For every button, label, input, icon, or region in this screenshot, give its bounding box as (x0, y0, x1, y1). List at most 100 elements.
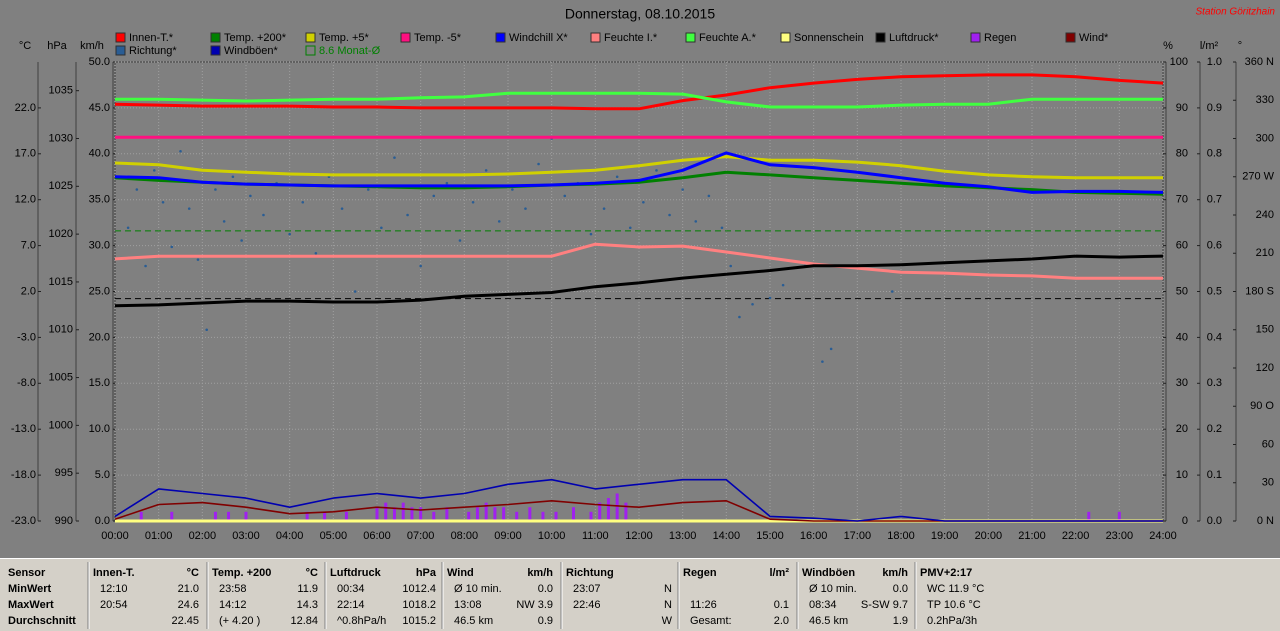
rain-bar (139, 511, 143, 521)
panel-unit: °C (187, 567, 199, 579)
row-label: Durchschnitt (8, 615, 76, 627)
direction-point (497, 220, 501, 223)
legend-swatch (780, 32, 791, 43)
cell-right: W (662, 615, 673, 627)
direction-point (170, 245, 174, 249)
legend-label: Temp. -5* (414, 32, 462, 44)
cell-left: 00:34 (337, 583, 365, 595)
y-tick-label: 40.0 (89, 148, 110, 160)
cell-right: 22.45 (171, 615, 199, 627)
x-tick-label: 22:00 (1062, 530, 1090, 542)
direction-point (144, 264, 147, 268)
x-tick-label: 16:00 (800, 530, 828, 542)
y-tick-label: 180 S (1245, 285, 1274, 297)
cell-left: ^0.8hPa/h (337, 615, 386, 627)
direction-point (589, 232, 593, 236)
y-tick-label: -13.0 (11, 423, 36, 435)
x-tick-label: 08:00 (451, 530, 479, 542)
cell-right: 12.84 (290, 615, 318, 627)
direction-point (393, 156, 396, 159)
panel-title: Innen-T. (93, 567, 135, 579)
y-tick-label: 10.0 (89, 423, 110, 435)
direction-point (301, 200, 305, 204)
cell-left: Ø 10 min. (809, 583, 857, 595)
x-tick-label: 19:00 (931, 530, 959, 542)
direction-point (445, 181, 449, 185)
y-tick-label: 30.0 (89, 240, 110, 252)
y-tick-label: 995 (55, 467, 73, 479)
direction-point (694, 220, 698, 223)
cell-right: 0.0 (893, 583, 908, 595)
direction-point (187, 207, 191, 210)
legend-label: Luftdruck* (889, 32, 939, 44)
y-tick-label: 0.3 (1207, 377, 1222, 389)
panel-unit: km/h (527, 567, 553, 579)
y-tick-label: -18.0 (11, 469, 36, 481)
panel-title: Temp. +200 (212, 567, 271, 579)
cell-left: 13:08 (454, 599, 482, 611)
cell-right: 0.0 (538, 583, 553, 595)
direction-point (288, 232, 291, 236)
direction-point (890, 290, 894, 293)
rain-bar (344, 511, 348, 521)
y-tick-label: 10 (1176, 469, 1188, 481)
rain-bar (475, 507, 479, 521)
x-tick-label: 10:00 (538, 530, 566, 542)
rain-bar (227, 511, 231, 521)
x-tick-label: 12:00 (625, 530, 653, 542)
legend-swatch (210, 32, 221, 43)
cell-right: 0.9 (538, 615, 553, 627)
rain-bar (615, 493, 619, 521)
y-tick-label: 360 N (1245, 56, 1274, 68)
rain-bar (384, 502, 388, 521)
panel-title: Richtung (566, 567, 614, 579)
y-tick-label: 0 N (1257, 515, 1274, 527)
y-tick-label: 0.7 (1207, 194, 1222, 206)
rain-bar (305, 511, 309, 521)
x-tick-label: 15:00 (756, 530, 784, 542)
y-tick-label: 330 (1256, 94, 1274, 106)
direction-point (524, 207, 527, 210)
cell-right: S-SW 9.7 (861, 599, 908, 611)
y-tick-label: 100 (1170, 56, 1188, 68)
direction-point (511, 188, 514, 191)
direction-point (135, 188, 139, 191)
y-tick-label: 0.8 (1207, 148, 1222, 160)
axis-unit: ° (1238, 40, 1242, 52)
row-label: Sensor (8, 567, 46, 579)
cell-right: 1.9 (893, 615, 908, 627)
cell-left: 14:12 (219, 599, 247, 611)
legend-label: 8.6 Monat-Ø (319, 45, 381, 57)
row-label: MinWert (8, 583, 52, 595)
cell-left: 22:46 (573, 599, 601, 611)
direction-point (126, 226, 130, 230)
x-tick-label: 11:00 (582, 530, 609, 542)
cell-right: N (664, 583, 672, 595)
y-tick-label: 45.0 (89, 102, 110, 114)
y-tick-label: 30 (1262, 477, 1274, 489)
legend-label: Wind* (1079, 32, 1109, 44)
rain-bar (515, 511, 519, 521)
x-tick-label: 20:00 (975, 530, 1003, 542)
cell-left: 23:58 (219, 583, 247, 595)
direction-point (153, 169, 156, 172)
cell-left: 46.5 km (809, 615, 848, 627)
y-tick-label: 0.0 (1207, 515, 1222, 527)
direction-point (484, 169, 488, 172)
rain-bar (244, 511, 248, 521)
direction-point (380, 226, 383, 230)
y-tick-label: 1005 (49, 371, 73, 383)
direction-point (205, 328, 208, 332)
x-tick-label: 05:00 (320, 530, 348, 542)
direction-point (458, 239, 462, 242)
y-tick-label: 1030 (49, 132, 73, 144)
legend-swatch (875, 32, 886, 43)
cell-left: (+ 4.20 ) (219, 615, 260, 627)
legend-swatch (115, 45, 126, 56)
direction-point (179, 149, 182, 153)
y-tick-label: 7.0 (21, 240, 36, 252)
axis-unit: hPa (47, 40, 67, 52)
y-tick-label: -3.0 (17, 331, 36, 343)
direction-point (432, 194, 436, 198)
